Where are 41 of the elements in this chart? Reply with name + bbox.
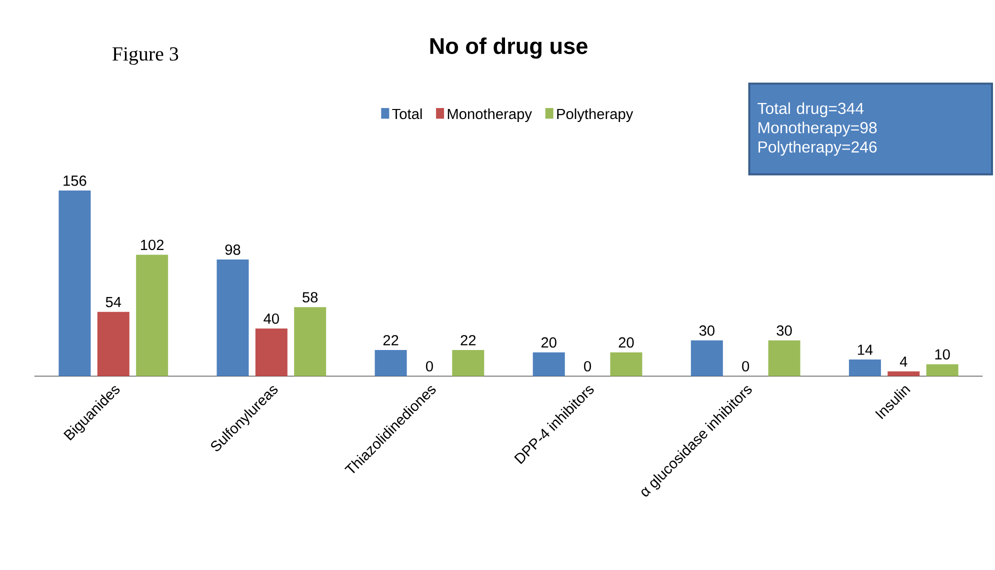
- data-label: 0: [426, 361, 433, 372]
- bar: [610, 352, 642, 376]
- bar: [532, 352, 565, 376]
- data-label: 98: [225, 244, 240, 256]
- bar: [926, 364, 958, 376]
- data-label: 40: [264, 314, 279, 324]
- caption: Figure 3: [112, 48, 178, 65]
- data-label: 30: [776, 326, 792, 336]
- legend-label: Polytherapy: [557, 108, 634, 122]
- data-label: 102: [140, 240, 164, 250]
- bar: [58, 190, 91, 376]
- bar: [768, 340, 800, 376]
- bar: [452, 350, 484, 376]
- text: Polytherapy=246: [758, 141, 877, 156]
- data-label: 22: [383, 335, 398, 346]
- data-label: 156: [64, 176, 86, 186]
- text: Monotherapy=98: [758, 122, 877, 137]
- data-label: 20: [541, 338, 556, 348]
- data-label: 4: [900, 356, 908, 367]
- bar: [97, 312, 130, 376]
- data-label: 0: [742, 361, 750, 372]
- data-label: 22: [460, 335, 476, 346]
- data-label: 58: [302, 292, 318, 303]
- data-label: 30: [699, 326, 714, 336]
- bar: [690, 340, 723, 376]
- bar: [136, 255, 168, 376]
- chart-title: No of drug use: [430, 38, 588, 59]
- bar: [294, 307, 326, 376]
- text: Total drug=344: [758, 102, 864, 118]
- bar: [255, 328, 288, 376]
- data-label: 14: [858, 344, 873, 356]
- data-label: 0: [584, 361, 592, 372]
- data-label: 20: [618, 338, 634, 348]
- legend-label: Monotherapy: [448, 108, 532, 122]
- legend-label: Total: [392, 108, 422, 120]
- bar: [374, 350, 407, 376]
- bar: [848, 360, 881, 376]
- data-label: 54: [106, 297, 122, 308]
- bar: [888, 372, 920, 376]
- bar: [216, 260, 249, 376]
- data-label: 10: [935, 349, 950, 360]
